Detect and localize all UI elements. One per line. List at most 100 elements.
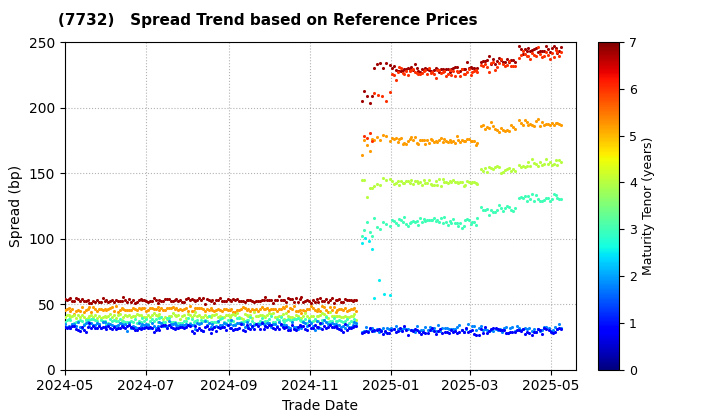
Point — [437, 68, 449, 75]
Point — [394, 136, 405, 142]
Point — [442, 222, 454, 228]
Point — [163, 304, 175, 311]
Point — [107, 297, 118, 303]
Point — [309, 327, 320, 333]
Point — [86, 316, 97, 323]
Point — [531, 45, 542, 52]
Point — [243, 324, 254, 331]
Point — [248, 322, 260, 328]
Point — [237, 297, 248, 304]
Point — [216, 321, 228, 328]
Point — [116, 320, 127, 327]
Point — [411, 322, 423, 329]
Point — [279, 318, 290, 325]
Point — [215, 307, 226, 314]
Point — [176, 306, 188, 313]
Point — [405, 134, 417, 141]
Point — [454, 68, 466, 75]
Point — [201, 317, 212, 324]
Point — [89, 306, 101, 312]
Point — [434, 328, 446, 335]
Point — [294, 317, 305, 323]
Point — [180, 315, 192, 322]
Point — [273, 326, 284, 332]
Point — [63, 312, 74, 318]
Point — [292, 326, 303, 333]
Point — [82, 318, 94, 325]
Point — [482, 206, 493, 213]
Point — [465, 138, 477, 144]
Point — [287, 318, 298, 325]
Point — [152, 319, 163, 326]
Point — [239, 304, 251, 311]
Point — [218, 313, 230, 320]
Point — [330, 312, 341, 319]
Point — [390, 67, 402, 74]
Point — [550, 157, 562, 164]
Point — [495, 57, 507, 63]
Point — [74, 297, 86, 304]
Point — [312, 313, 324, 320]
Point — [420, 141, 431, 148]
Point — [199, 307, 211, 314]
Point — [441, 325, 452, 331]
Point — [129, 315, 140, 322]
Point — [284, 296, 296, 302]
Point — [324, 320, 336, 327]
Point — [248, 319, 260, 326]
Point — [275, 297, 287, 304]
Point — [72, 312, 84, 318]
Point — [131, 307, 143, 314]
Point — [294, 322, 305, 329]
Point — [420, 330, 431, 337]
Point — [388, 181, 400, 188]
Point — [332, 312, 343, 319]
Point — [215, 322, 226, 329]
Point — [72, 306, 84, 313]
Point — [509, 62, 521, 69]
Point — [163, 295, 175, 302]
Point — [386, 327, 397, 334]
Point — [343, 306, 354, 313]
Point — [95, 325, 107, 331]
Point — [275, 314, 287, 321]
Point — [233, 298, 245, 304]
Point — [441, 328, 452, 335]
Point — [68, 319, 80, 326]
Point — [542, 194, 554, 201]
Point — [438, 328, 450, 335]
Point — [118, 318, 130, 324]
Point — [454, 219, 466, 226]
Point — [165, 312, 176, 319]
Point — [503, 58, 515, 65]
Point — [267, 320, 279, 327]
Point — [318, 297, 330, 304]
Point — [477, 122, 489, 129]
Point — [104, 325, 116, 331]
Point — [405, 327, 416, 333]
Point — [536, 197, 548, 204]
Point — [552, 162, 563, 168]
Point — [269, 319, 281, 326]
Point — [547, 326, 559, 333]
Point — [180, 320, 192, 327]
Point — [116, 319, 127, 326]
Point — [303, 317, 315, 324]
Point — [118, 305, 130, 312]
Point — [507, 63, 518, 70]
Point — [491, 207, 503, 214]
Point — [152, 325, 163, 331]
Point — [82, 323, 94, 330]
Point — [341, 322, 353, 328]
Y-axis label: Spread (bp): Spread (bp) — [9, 165, 23, 247]
Point — [507, 208, 518, 215]
Point — [413, 328, 425, 335]
Point — [218, 306, 230, 312]
Point — [336, 318, 347, 324]
Point — [266, 321, 277, 328]
Point — [534, 51, 546, 58]
Point — [95, 299, 107, 306]
Point — [179, 318, 190, 325]
Point — [428, 182, 440, 189]
Point — [556, 44, 567, 51]
